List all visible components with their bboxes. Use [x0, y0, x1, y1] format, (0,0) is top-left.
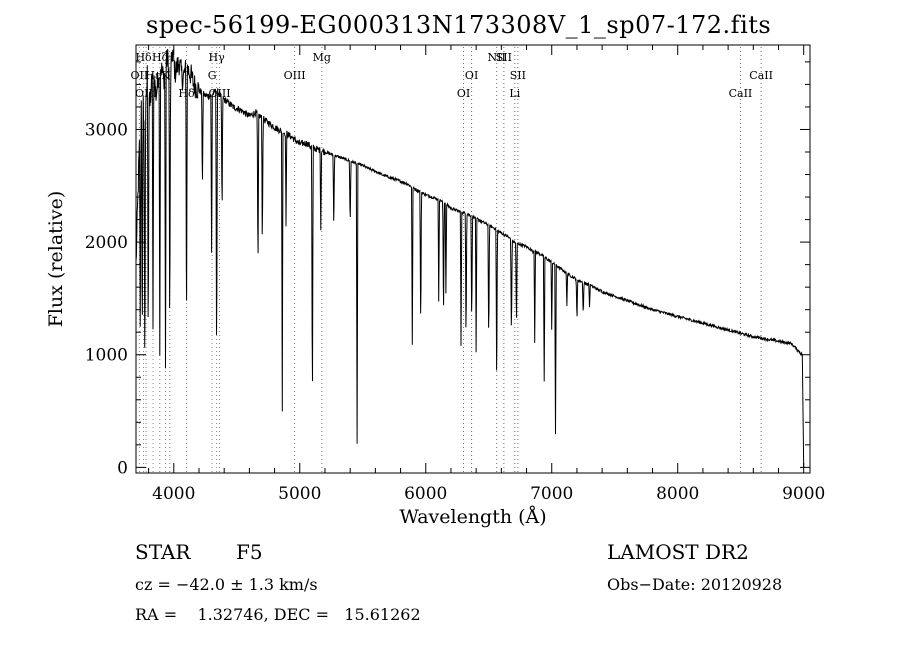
- reference-line-label: OIII: [208, 87, 230, 100]
- reference-line-label: G: [208, 69, 217, 82]
- x-tick-label: 4000: [152, 484, 195, 504]
- x-tick-label: 8000: [656, 484, 699, 504]
- plot-frame: [135, 44, 811, 474]
- observation-date: Obs−Date: 20120928: [607, 575, 783, 594]
- reference-line-label: OII: [131, 69, 149, 82]
- object-class: STAR: [135, 540, 191, 564]
- reference-line-label: Hγ: [209, 51, 226, 64]
- reference-line-label: SII: [496, 51, 512, 64]
- y-tick-label: 2000: [85, 233, 128, 253]
- reference-line-label: SII: [510, 69, 526, 82]
- y-tick-label: 0: [117, 458, 128, 478]
- axes: 4000 5000 6000 7000 8000 9000 0 1000 2000 3000: [85, 45, 825, 504]
- reference-line-label: Hε: [145, 69, 161, 82]
- reference-line-label: OI: [465, 69, 478, 82]
- x-tick-label: 5000: [278, 484, 321, 504]
- spectrum-line: [135, 48, 805, 468]
- reference-line-label: Li: [509, 87, 520, 100]
- survey-name: LAMOST DR2: [607, 540, 749, 564]
- x-tick-label: 6000: [404, 484, 447, 504]
- x-tick-label: 9000: [782, 484, 825, 504]
- y-axis-label: Flux (relative): [45, 191, 67, 328]
- reference-line-label: OIII: [135, 87, 157, 100]
- reference-line-label: CaII: [729, 87, 753, 100]
- reference-line-label: Hζ: [152, 51, 168, 64]
- reference-line-label: Mg: [313, 51, 331, 64]
- y-tick-label: 3000: [85, 120, 128, 140]
- chart-title: spec-56199-EG000313N173308V_1_sp07-172.f…: [146, 11, 772, 39]
- object-subclass: F5: [236, 540, 263, 564]
- redshift-value: cz = −42.0 ± 1.3 km/s: [135, 575, 318, 594]
- reference-line-label: H: [165, 51, 175, 64]
- y-tick-label: 1000: [85, 346, 128, 366]
- reference-line-label: OIII: [284, 69, 306, 82]
- x-axis-label: Wavelength (Å): [399, 506, 546, 528]
- reference-line-label: NII: [488, 51, 506, 64]
- reference-line-label: Hδ: [135, 51, 152, 64]
- reference-lines: [138, 47, 762, 473]
- x-tick-label: 7000: [530, 484, 573, 504]
- spectrum-plot: [135, 48, 805, 468]
- coordinates: RA = 1.32746, DEC = 15.61262: [135, 605, 421, 624]
- reference-line-label: OI: [457, 87, 470, 100]
- reference-line-label: K: [161, 69, 170, 82]
- reference-line-label: Hδ: [178, 87, 195, 100]
- reference-line-label: CaII: [749, 69, 773, 82]
- reference-line-labels: OIIHδOIIIHεHζKHHδGHγOIIIOIIIMgOIOINIISII…: [131, 51, 773, 100]
